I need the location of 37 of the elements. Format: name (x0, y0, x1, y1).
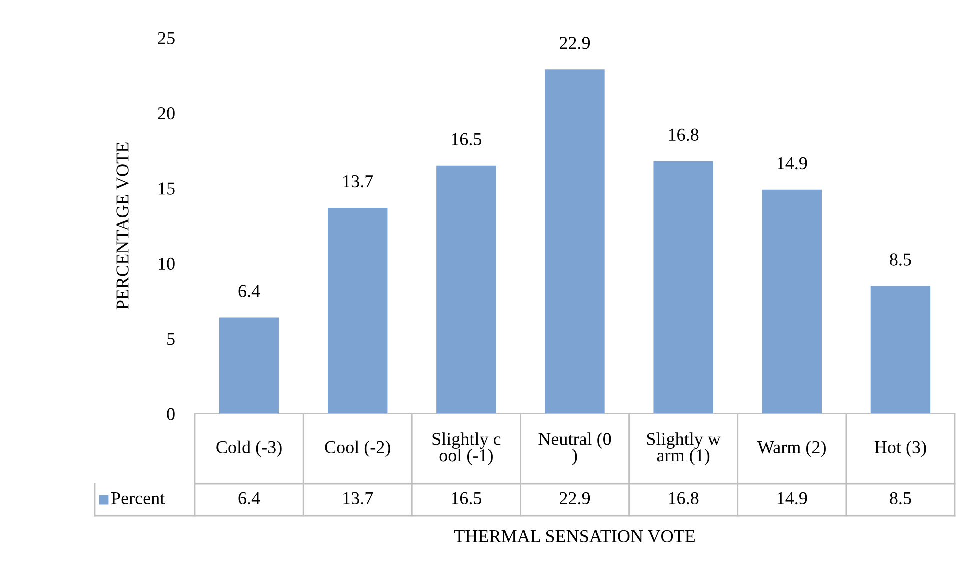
annotation: 16.5 (452, 133, 482, 146)
legend-label: Percent (112, 492, 166, 505)
annotation: 6.4 (238, 285, 260, 298)
x-tick-label: Slightly warm (1) (647, 432, 721, 466)
bar (870, 286, 931, 414)
y-tick-label: 20 (158, 107, 175, 120)
bar (219, 318, 280, 414)
x-tick-label: Neutral (0) (538, 432, 612, 466)
annotation: 14.9 (778, 157, 808, 170)
annotation: 22.9 (560, 37, 590, 50)
data-label: 13.7 (344, 492, 374, 505)
y-tick-label: 5 (168, 333, 175, 346)
y-axis-title: PERCENTAGE VOTE (116, 142, 129, 310)
x-tick-label: Cold (-3) (216, 440, 282, 458)
y-tick-label: 0 (167, 408, 175, 420)
bar (762, 190, 822, 414)
data-label: 6.4 (238, 492, 260, 505)
data-label: 16.5 (452, 492, 482, 505)
bar (436, 166, 496, 414)
annotation: 8.5 (890, 254, 912, 266)
y-tick-label: 25 (158, 32, 175, 44)
bar (545, 70, 605, 414)
annotation: 13.7 (344, 175, 374, 188)
bar (654, 161, 714, 414)
data-label: 8.5 (890, 492, 912, 505)
annotation: 16.8 (669, 128, 699, 142)
y-tick-label: 15 (159, 182, 175, 195)
bar (328, 208, 388, 414)
y-tick-label: 10 (159, 258, 175, 270)
data-label: 22.9 (560, 492, 590, 505)
x-tick-label: Slightly cool (-1) (432, 432, 501, 466)
x-tick-label: Warm (2) (758, 440, 826, 458)
data-label: 16.8 (669, 492, 699, 505)
data-label: 14.9 (778, 492, 808, 505)
x-tick-label: Hot (3) (874, 440, 926, 458)
x-tick-label: Cool (-2) (325, 440, 390, 458)
x-axis-title: THERMAL SENSATION VOTE (454, 530, 695, 543)
